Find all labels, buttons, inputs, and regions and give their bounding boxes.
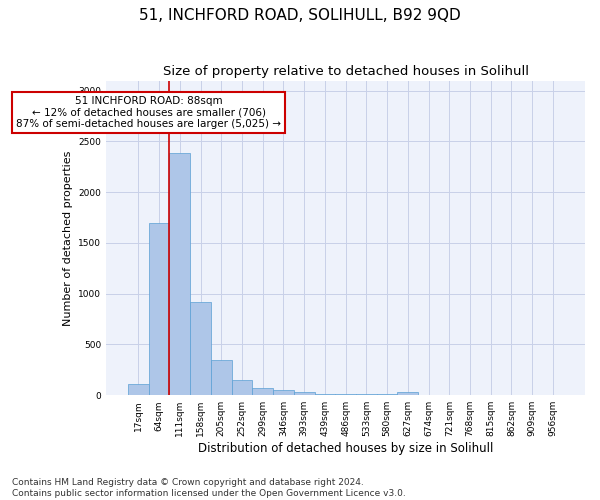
Text: 51 INCHFORD ROAD: 88sqm
← 12% of detached houses are smaller (706)
87% of semi-d: 51 INCHFORD ROAD: 88sqm ← 12% of detache… bbox=[16, 96, 281, 129]
Bar bbox=[314, 394, 335, 395]
Bar bbox=[522, 394, 542, 395]
Bar bbox=[481, 394, 501, 395]
Bar bbox=[418, 394, 439, 395]
Bar bbox=[232, 380, 253, 395]
Text: Contains HM Land Registry data © Crown copyright and database right 2024.
Contai: Contains HM Land Registry data © Crown c… bbox=[12, 478, 406, 498]
Bar bbox=[397, 392, 418, 395]
Bar bbox=[542, 394, 563, 395]
Bar bbox=[253, 388, 273, 395]
Bar bbox=[460, 394, 481, 395]
Title: Size of property relative to detached houses in Solihull: Size of property relative to detached ho… bbox=[163, 65, 529, 78]
Text: 51, INCHFORD ROAD, SOLIHULL, B92 9QD: 51, INCHFORD ROAD, SOLIHULL, B92 9QD bbox=[139, 8, 461, 22]
Bar bbox=[439, 394, 460, 395]
Bar bbox=[294, 392, 314, 395]
X-axis label: Distribution of detached houses by size in Solihull: Distribution of detached houses by size … bbox=[198, 442, 493, 455]
Bar bbox=[190, 302, 211, 395]
Bar bbox=[211, 360, 232, 395]
Bar bbox=[128, 384, 149, 395]
Bar bbox=[377, 394, 397, 395]
Bar bbox=[356, 394, 377, 395]
Bar bbox=[335, 394, 356, 395]
Bar bbox=[273, 390, 294, 395]
Y-axis label: Number of detached properties: Number of detached properties bbox=[63, 150, 73, 326]
Bar bbox=[169, 152, 190, 395]
Bar bbox=[501, 394, 522, 395]
Bar bbox=[149, 222, 169, 395]
